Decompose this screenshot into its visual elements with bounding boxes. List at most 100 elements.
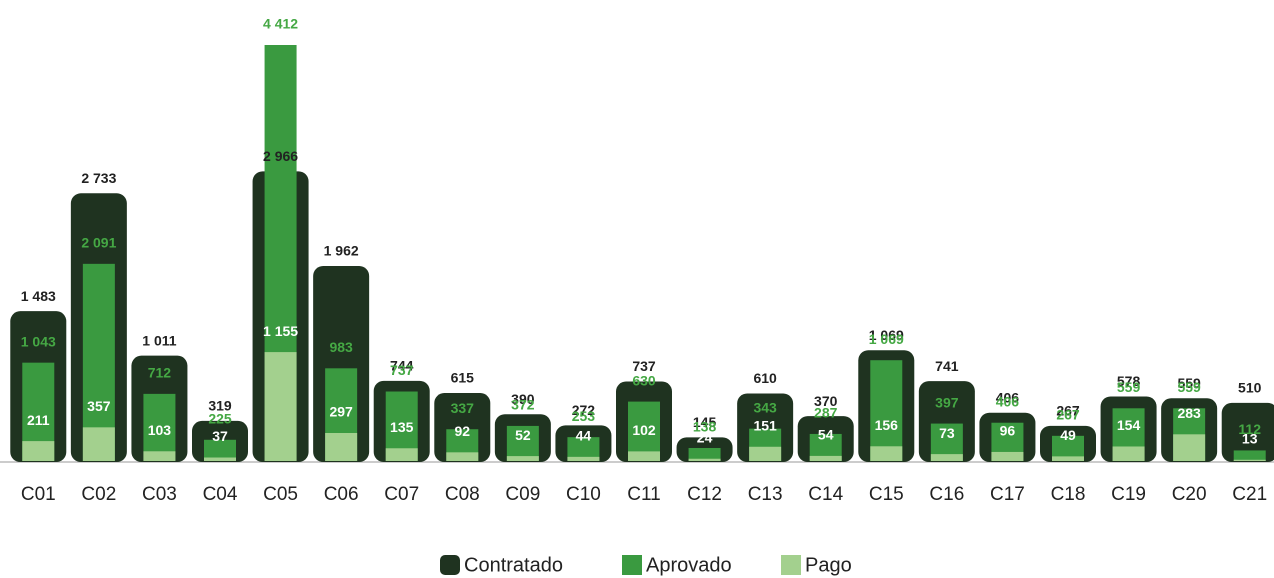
value-label: 96 [1000, 423, 1016, 439]
value-label: 103 [148, 422, 172, 438]
x-tick-label: C01 [21, 484, 56, 505]
bar [809, 455, 842, 461]
bar [991, 451, 1024, 461]
bar [688, 447, 721, 461]
bar [82, 427, 115, 461]
value-label: 615 [451, 370, 475, 386]
value-label: 135 [390, 419, 414, 435]
value-label: 52 [515, 427, 531, 443]
x-tick-label: C14 [808, 484, 843, 505]
value-label: 297 [329, 404, 353, 420]
x-tick-label: C20 [1172, 484, 1207, 505]
value-label: 154 [1117, 417, 1141, 433]
legend-label: Aprovado [646, 554, 732, 576]
bar [628, 451, 660, 461]
legend-label: Pago [805, 554, 852, 576]
value-label: 151 [753, 417, 777, 433]
value-label: 319 [208, 398, 232, 414]
value-label: 406 [996, 393, 1020, 409]
value-label: 73 [939, 425, 955, 441]
bar [1233, 459, 1266, 461]
x-tick-label: C07 [384, 484, 419, 505]
value-label: 267 [1056, 407, 1080, 423]
value-label: 1 011 [142, 332, 176, 348]
bar [143, 451, 176, 461]
x-tick-label: C09 [505, 484, 540, 505]
value-label: 287 [814, 405, 838, 421]
value-label: 983 [329, 339, 353, 355]
value-label: 2 733 [81, 170, 116, 186]
value-label: 4 412 [263, 16, 298, 32]
bar [870, 360, 903, 461]
bar [1052, 456, 1084, 461]
x-tick-label: C16 [929, 484, 964, 505]
bar [506, 425, 539, 461]
bar [506, 456, 539, 461]
bar [688, 458, 721, 461]
x-tick-label: C19 [1111, 484, 1146, 505]
value-label: 744 [390, 358, 414, 374]
value-label: 397 [935, 394, 959, 410]
value-label: 712 [148, 365, 172, 381]
bar [567, 456, 600, 461]
bar [930, 454, 963, 461]
value-label: 272 [572, 402, 596, 418]
value-label: 741 [935, 358, 959, 374]
bar [870, 446, 903, 461]
value-label: 37 [212, 428, 228, 444]
value-label: 372 [511, 397, 535, 413]
x-tick-label: C12 [687, 484, 722, 505]
value-label: 737 [632, 358, 656, 374]
value-label: 390 [511, 391, 535, 407]
value-label: 343 [753, 399, 777, 415]
value-label: 2 091 [81, 235, 116, 251]
legend-swatch [440, 555, 460, 575]
bar [1112, 446, 1145, 461]
value-label: 630 [632, 372, 656, 388]
bar [264, 352, 297, 461]
value-label: 370 [814, 393, 838, 409]
legend-swatch [622, 555, 642, 575]
value-label: 510 [1238, 380, 1262, 396]
value-label: 1 043 [21, 333, 56, 349]
value-label: 1 155 [263, 323, 298, 339]
value-label: 559 [1177, 375, 1201, 391]
value-label: 610 [753, 370, 777, 386]
legend-label: Contratado [464, 554, 563, 576]
x-tick-label: C11 [627, 484, 660, 505]
value-label: 44 [576, 428, 592, 444]
x-tick-label: C08 [445, 484, 480, 505]
value-label: 49 [1060, 427, 1076, 443]
value-label: 559 [1117, 379, 1141, 395]
value-label: 267 [1056, 403, 1080, 419]
bar [143, 393, 176, 461]
value-label: 145 [693, 414, 717, 430]
value-label: 92 [454, 423, 470, 439]
value-label: 13 [1242, 430, 1258, 446]
value-label: 357 [87, 398, 111, 414]
bar [1173, 434, 1206, 461]
x-tick-label: C04 [203, 484, 238, 505]
value-label: 54 [818, 427, 834, 443]
value-label: 337 [451, 400, 475, 416]
bar [385, 448, 418, 461]
value-label: 559 [1177, 379, 1201, 395]
bar [204, 439, 236, 461]
bar [749, 446, 782, 461]
value-label: 2 966 [263, 148, 298, 164]
bar [22, 441, 55, 461]
value-label: 253 [572, 408, 596, 424]
value-label: 1 962 [324, 243, 359, 259]
value-label: 138 [693, 419, 717, 435]
x-tick-label: C02 [81, 484, 116, 505]
x-tick-label: C17 [990, 484, 1025, 505]
bar [325, 432, 358, 461]
bar [628, 401, 660, 461]
x-tick-label: C06 [324, 484, 359, 505]
x-tick-label: C10 [566, 484, 601, 505]
bar [1221, 402, 1274, 462]
value-label: 211 [27, 412, 50, 428]
bar [204, 457, 236, 461]
value-label: 1 069 [869, 331, 904, 347]
